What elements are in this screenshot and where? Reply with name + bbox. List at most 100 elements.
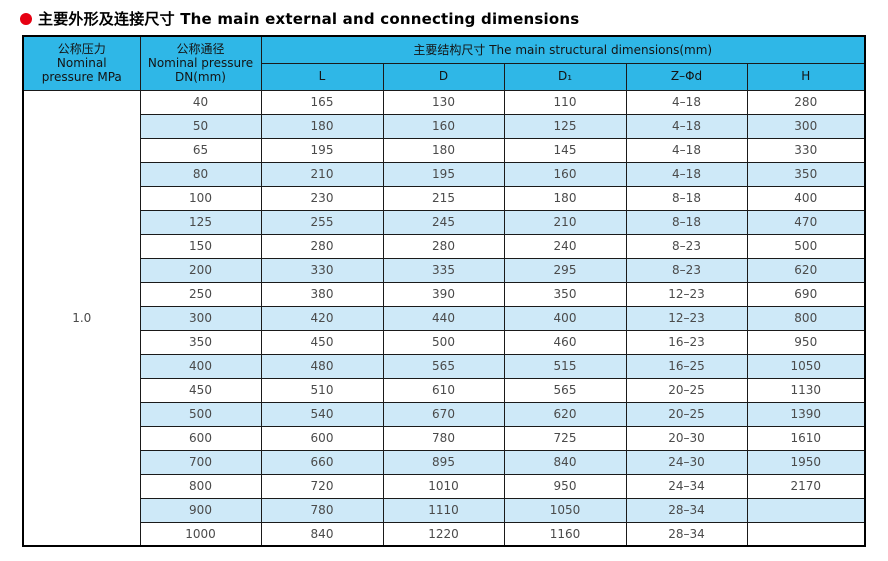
table-cell: 780 (260, 497, 384, 523)
dimensions-table: 公称压力 Nominal pressure MPa 公称通径 Nominal p… (22, 35, 867, 547)
table-cell: 180 (260, 113, 384, 139)
table-cell: 440 (382, 305, 505, 331)
table-row: 700 660 895 840 24–30 1950 (23, 449, 866, 475)
table-cell: 12–23 (625, 305, 748, 331)
table-cell: 390 (382, 281, 505, 307)
table-cell (746, 497, 866, 523)
table-cell: 8–18 (625, 209, 748, 235)
table-cell: 80 (139, 161, 262, 187)
red-bullet-icon (20, 12, 32, 25)
section-title: 主要外形及连接尺寸 The main external and connecti… (20, 9, 888, 28)
col-header-nominal-pressure: 公称压力 Nominal pressure MPa (22, 35, 141, 91)
table-cell: 450 (139, 377, 262, 403)
table-cell: 565 (382, 353, 505, 379)
header-row-top: 公称压力 Nominal pressure MPa 公称通径 Nominal p… (22, 35, 866, 91)
table-cell: 720 (260, 473, 384, 499)
table-cell: 24–34 (625, 473, 748, 499)
table-cell: 230 (260, 185, 384, 211)
table-cell: 540 (260, 401, 384, 427)
table-cell: 100 (139, 185, 262, 211)
table-cell: 330 (746, 137, 866, 163)
table-row: 300 420 440 400 12–23 800 (23, 305, 866, 331)
table-cell: 1160 (503, 521, 627, 547)
table-cell: 40 (139, 89, 262, 115)
table-cell: 500 (139, 401, 262, 427)
table-cell: 4–18 (625, 137, 748, 163)
table-cell: 460 (503, 329, 627, 355)
table-cell: 670 (382, 401, 505, 427)
table-cell: 65 (139, 137, 262, 163)
table-row: 900 780 1110 1050 28–34 (23, 497, 866, 523)
table-cell: 840 (260, 521, 384, 547)
table-cell: 50 (139, 113, 262, 139)
table-cell: 600 (139, 425, 262, 451)
col-header-nominal-diameter: 公称通径 Nominal pressure DN(mm) (139, 35, 262, 91)
header-line: DN(mm) (175, 70, 226, 85)
table-cell: 400 (139, 353, 262, 379)
table-cell: 20–25 (625, 377, 748, 403)
table-cell: 335 (382, 257, 505, 283)
table-cell: 895 (382, 449, 505, 475)
table-cell: 8–18 (625, 185, 748, 211)
table-row: 80 210 195 160 4–18 350 (23, 161, 866, 187)
table-cell: 350 (746, 161, 866, 187)
table-cell: 160 (503, 161, 627, 187)
table-cell: 1000 (139, 521, 262, 547)
table-cell: 180 (503, 185, 627, 211)
table-cell: 380 (260, 281, 384, 307)
table-cell: 300 (139, 305, 262, 331)
table-row: 200 330 335 295 8–23 620 (23, 257, 866, 283)
table-cell: 600 (260, 425, 384, 451)
table-cell: 950 (503, 473, 627, 499)
col-header-structural-dimensions: 主要结构尺寸 The main structural dimensions(mm… (260, 35, 866, 64)
page-title: 主要外形及连接尺寸 The main external and connecti… (38, 10, 580, 28)
table-cell: 130 (382, 89, 505, 115)
table-cell: 500 (746, 233, 866, 259)
table-cell: 330 (260, 257, 384, 283)
table-cell: 350 (139, 329, 262, 355)
table-row: 100 230 215 180 8–18 400 (23, 185, 866, 211)
table-row: 65 195 180 145 4–18 330 (23, 137, 866, 163)
table-cell: 450 (260, 329, 384, 355)
table-cell: 145 (503, 137, 627, 163)
table-cell: 400 (503, 305, 627, 331)
table-cell: 610 (382, 377, 505, 403)
table-cell: 660 (260, 449, 384, 475)
table-cell: 240 (503, 233, 627, 259)
table-cell: 1010 (382, 473, 505, 499)
table-cell: 1220 (382, 521, 505, 547)
table-cell: 195 (382, 161, 505, 187)
table-cell: 690 (746, 281, 866, 307)
table-row: 450 510 610 565 20–25 1130 (23, 377, 866, 403)
table-row: 125 255 245 210 8–18 470 (23, 209, 866, 235)
table-cell: 800 (139, 473, 262, 499)
table-cell: 1950 (746, 449, 866, 475)
table-cell: 200 (139, 257, 262, 283)
table-cell: 215 (382, 185, 505, 211)
table-cell: 565 (503, 377, 627, 403)
table-cell: 620 (503, 401, 627, 427)
table-cell: 125 (139, 209, 262, 235)
table-cell: 800 (746, 305, 866, 331)
table-cell: 8–23 (625, 257, 748, 283)
table-cell: 470 (746, 209, 866, 235)
table-cell: 210 (503, 209, 627, 235)
table-cell: 20–25 (625, 401, 748, 427)
table-row: 350 450 500 460 16–23 950 (23, 329, 866, 355)
table-row: 400 480 565 515 16–25 1050 (23, 353, 866, 379)
table-row: 150 280 280 240 8–23 500 (23, 233, 866, 259)
table-cell: 510 (260, 377, 384, 403)
table-cell: 255 (260, 209, 384, 235)
table-cell: 8–23 (625, 233, 748, 259)
table-cell: 725 (503, 425, 627, 451)
col-header-d: D (382, 62, 505, 91)
table-cell: 210 (260, 161, 384, 187)
table-cell: 420 (260, 305, 384, 331)
table-cell: 400 (746, 185, 866, 211)
table-row: 250 380 390 350 12–23 690 (23, 281, 866, 307)
table-cell: 350 (503, 281, 627, 307)
col-header-z-phi-d: Z–Φd (625, 62, 748, 91)
table-cell: 180 (382, 137, 505, 163)
table-cell: 16–23 (625, 329, 748, 355)
table-cell: 24–30 (625, 449, 748, 475)
